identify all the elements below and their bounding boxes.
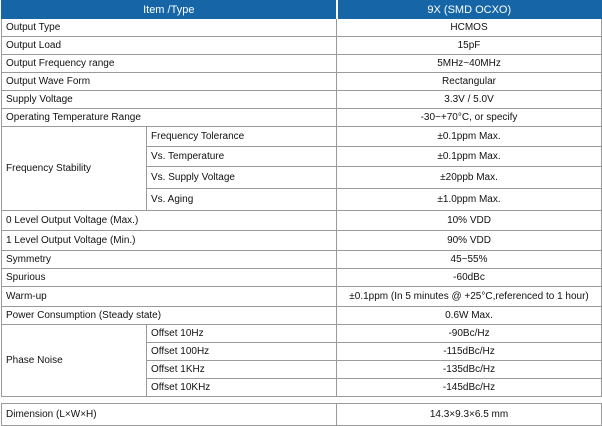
row-value: HCMOS [336,18,602,37]
table-row-offset-10hz: Phase Noise Offset 10Hz -90Bc/Hz [1,324,602,397]
row-label: Output Wave Form [0,72,338,91]
table-row-output-type: Output Type HCMOS [0,18,602,37]
row-label: Spurious [0,268,338,287]
row-value: ±0.1ppm Max. [336,126,602,147]
table-row-frequency-tolerance: Frequency Stability Frequency Tolerance … [1,126,602,211]
spacer-cell [1,396,602,404]
sub-label: Vs. Supply Voltage [145,166,338,189]
row-label: Warm-up [0,286,338,307]
row-label: Output Load [0,36,338,55]
row-value: -30~+70°C, or specify [336,108,602,127]
row-label: Supply Voltage [0,90,338,109]
table-row-vs-temperature: Vs. Temperature ±0.1ppm Max. [2,146,602,167]
row-label: Power Consumption (Steady state) [0,306,338,325]
row-value: 3.3V / 5.0V [336,90,602,109]
table-row-offset-100hz: Offset 100Hz -115dBc/Hz [2,342,602,361]
sub-label: Frequency Tolerance [145,126,338,147]
table-row-offset-1khz: Offset 1KHz -135dBc/Hz [2,360,602,379]
row-value: -60dBc [336,268,602,287]
table-row-supply-voltage: Supply Voltage 3.3V / 5.0V [0,90,602,109]
row-value: 15pF [336,36,602,55]
row-label: Symmetry [0,250,338,269]
row-label: Operating Temperature Range [0,108,338,127]
row-value: 45~55% [336,250,602,269]
row-value: -90Bc/Hz [336,324,602,343]
table-row-warm-up: Warm-up ±0.1ppm (In 5 minutes @ +25°C,re… [0,286,602,307]
sub-label: Vs. Temperature [145,146,338,167]
row-value: ±0.1ppm Max. [336,146,602,167]
table-row-level1-output-voltage: 1 Level Output Voltage (Min.) 90% VDD [0,230,602,251]
group-label-frequency-stability: Frequency Stability [1,126,147,211]
table-row-level0-output-voltage: 0 Level Output Voltage (Max.) 10% VDD [0,210,602,231]
table-row-output-load: Output Load 15pF [0,36,602,55]
table-row-offset-10khz: Offset 10KHz -145dBc/Hz [2,378,602,397]
sub-label: Offset 1KHz [145,360,338,379]
row-value: 5MHz~40MHz [336,54,602,73]
table-row-dimension: Dimension (L×W×H) 14.3×9.3×6.5 mm [0,403,602,426]
row-value: -115dBc/Hz [336,342,602,361]
row-value: 10% VDD [336,210,602,231]
row-value: 0.6W Max. [336,306,602,325]
row-label: 1 Level Output Voltage (Min.) [0,230,338,251]
sub-label: Offset 10KHz [145,378,338,397]
table-spacer-row [1,396,602,404]
row-label: Dimension (L×W×H) [0,403,338,426]
row-value: ±0.1ppm (In 5 minutes @ +25°C,referenced… [336,286,602,307]
row-value: ±20ppb Max. [336,166,602,189]
row-value: Rectangular [336,72,602,91]
row-label: 0 Level Output Voltage (Max.) [0,210,338,231]
header-value: 9X (SMD OCXO) [335,0,602,19]
row-label: Output Frequency range [0,54,338,73]
sub-label: Offset 10Hz [145,324,338,343]
row-label: Output Type [0,18,338,37]
table-row-symmetry: Symmetry 45~55% [0,250,602,269]
table-row-output-wave-form: Output Wave Form Rectangular [0,72,602,91]
table-row-vs-supply-voltage: Vs. Supply Voltage ±20ppb Max. [2,166,602,189]
row-value: 14.3×9.3×6.5 mm [336,403,602,426]
table-row-operating-temperature: Operating Temperature Range -30~+70°C, o… [0,108,602,127]
table-row-output-frequency-range: Output Frequency range 5MHz~40MHz [0,54,602,73]
table-row-spurious: Spurious -60dBc [0,268,602,287]
sub-label: Vs. Aging [145,188,338,211]
sub-label: Offset 100Hz [145,342,338,361]
table-row-power-consumption: Power Consumption (Steady state) 0.6W Ma… [0,306,602,325]
header-item-type: Item /Type [0,0,338,19]
row-value: ±1.0ppm Max. [336,188,602,211]
table-header-row: Item /Type 9X (SMD OCXO) [0,0,602,19]
row-value: 90% VDD [336,230,602,251]
row-value: -145dBc/Hz [336,378,602,397]
group-label-phase-noise: Phase Noise [1,324,147,397]
row-value: -135dBc/Hz [336,360,602,379]
